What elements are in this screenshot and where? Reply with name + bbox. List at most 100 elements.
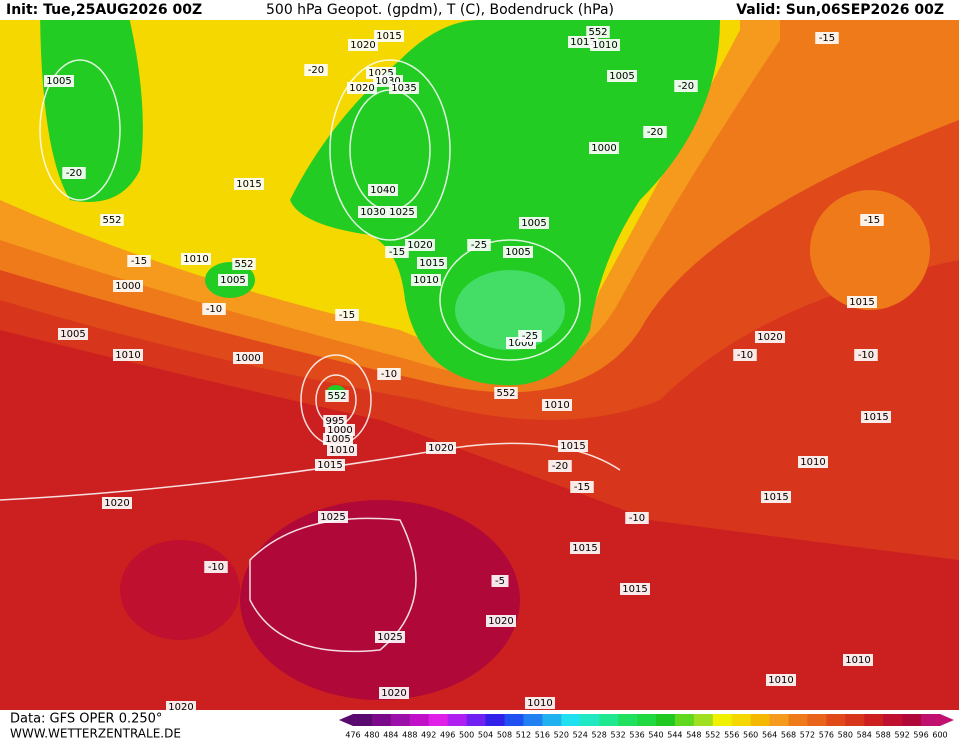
label-box bbox=[843, 654, 873, 666]
map-label: 1015 bbox=[236, 179, 261, 190]
label-box bbox=[847, 296, 877, 308]
map-label: 1010 bbox=[413, 275, 438, 286]
colorbar-label: 488 bbox=[402, 731, 417, 740]
label-box bbox=[542, 399, 572, 411]
label-box bbox=[426, 442, 456, 454]
map-label: 1020 bbox=[381, 688, 406, 699]
map-label: 1005 bbox=[521, 218, 546, 229]
map-label: 1020 bbox=[428, 443, 453, 454]
colorbar-arrow bbox=[339, 714, 353, 726]
map-label: 1010 bbox=[800, 457, 825, 468]
label-box bbox=[181, 253, 211, 265]
colorbar-cell bbox=[902, 714, 922, 726]
map-label: 1025 bbox=[389, 207, 414, 218]
label-box bbox=[127, 255, 151, 267]
label-box bbox=[62, 167, 86, 179]
map-label: -15 bbox=[574, 482, 590, 493]
label-box bbox=[570, 542, 600, 554]
map-label: 1030 bbox=[360, 207, 385, 218]
label-box bbox=[335, 309, 359, 321]
data-source: Data: GFS OPER 0.250° bbox=[10, 712, 162, 727]
label-box bbox=[113, 349, 143, 361]
colorbar-label: 508 bbox=[497, 731, 512, 740]
map-label: 1010 bbox=[115, 350, 140, 361]
label-box bbox=[607, 70, 637, 82]
label-box bbox=[385, 246, 409, 258]
map-label: 1020 bbox=[350, 40, 375, 51]
map-label: 1020 bbox=[168, 702, 193, 713]
colorbar-cell bbox=[523, 714, 543, 726]
colorbar-label: 600 bbox=[932, 731, 947, 740]
site: WWW.WETTERZENTRALE.DE bbox=[10, 727, 181, 741]
map-label: 1005 bbox=[60, 329, 85, 340]
label-box bbox=[467, 239, 491, 251]
map-label: 995 bbox=[325, 416, 344, 427]
map-label: -10 bbox=[381, 369, 397, 380]
map-label: 1015 bbox=[863, 412, 888, 423]
label-box bbox=[860, 214, 884, 226]
map-label: 1015 bbox=[570, 37, 595, 48]
map-label: -15 bbox=[819, 33, 835, 44]
label-box bbox=[327, 444, 357, 456]
label-box bbox=[766, 674, 796, 686]
map-label: 1015 bbox=[572, 543, 597, 554]
label-box bbox=[374, 30, 404, 42]
map-label: 1040 bbox=[370, 185, 395, 196]
map-label: 552 bbox=[234, 259, 253, 270]
label-box bbox=[417, 257, 447, 269]
map-label: 1015 bbox=[419, 258, 444, 269]
map-label: -20 bbox=[678, 81, 694, 92]
colorbar-label: 484 bbox=[383, 731, 398, 740]
map-label: 1020 bbox=[349, 83, 374, 94]
map-label: -25 bbox=[522, 331, 538, 342]
colorbar-label: 568 bbox=[781, 731, 796, 740]
colorbar-label: 552 bbox=[705, 731, 720, 740]
colorbar-cell bbox=[542, 714, 562, 726]
colorbar-cell bbox=[921, 714, 941, 726]
label-box bbox=[519, 217, 549, 229]
map-label: 1025 bbox=[377, 632, 402, 643]
map-label: -20 bbox=[308, 65, 324, 76]
map-label: -5 bbox=[495, 576, 505, 587]
colorbar-cell bbox=[409, 714, 430, 726]
map-label: -15 bbox=[339, 310, 355, 321]
label-box bbox=[503, 246, 533, 258]
colorbar-label: 588 bbox=[876, 731, 891, 740]
label-box bbox=[620, 583, 650, 595]
colorbar-arrow bbox=[940, 714, 954, 726]
colorbar-cell bbox=[466, 714, 487, 726]
label-box bbox=[861, 411, 891, 423]
map-label: 1035 bbox=[391, 83, 416, 94]
map-label: 1020 bbox=[757, 332, 782, 343]
map-label: 1010 bbox=[183, 254, 208, 265]
label-box bbox=[590, 39, 620, 51]
label-box bbox=[100, 214, 124, 226]
label-box bbox=[854, 349, 878, 361]
label-box bbox=[558, 440, 588, 452]
colorbar-label: 584 bbox=[857, 731, 872, 740]
label-box bbox=[44, 75, 74, 87]
map-label: -10 bbox=[629, 513, 645, 524]
label-box bbox=[755, 331, 785, 343]
colorbar-label: 496 bbox=[440, 731, 455, 740]
label-box bbox=[315, 459, 345, 471]
colorbar-cell bbox=[353, 714, 373, 726]
colorbar-cell bbox=[693, 714, 714, 726]
map-label: 1015 bbox=[622, 584, 647, 595]
map-label: 1020 bbox=[407, 240, 432, 251]
label-box bbox=[202, 303, 226, 315]
label-box bbox=[113, 280, 143, 292]
colorbar-label: 528 bbox=[592, 731, 607, 740]
map-label: 1010 bbox=[845, 655, 870, 666]
colorbar-cell bbox=[428, 714, 449, 726]
label-box bbox=[674, 80, 698, 92]
label-box bbox=[304, 64, 328, 76]
map-label: 1000 bbox=[235, 353, 260, 364]
colorbar-label: 596 bbox=[913, 731, 928, 740]
map-label: -25 bbox=[471, 240, 487, 251]
init-time: Init: Tue,25AUG2026 00Z bbox=[6, 2, 202, 18]
colorbar-label: 548 bbox=[686, 731, 701, 740]
colorbar-label: 480 bbox=[364, 731, 379, 740]
map-label: 1005 bbox=[609, 71, 634, 82]
label-box bbox=[234, 178, 264, 190]
